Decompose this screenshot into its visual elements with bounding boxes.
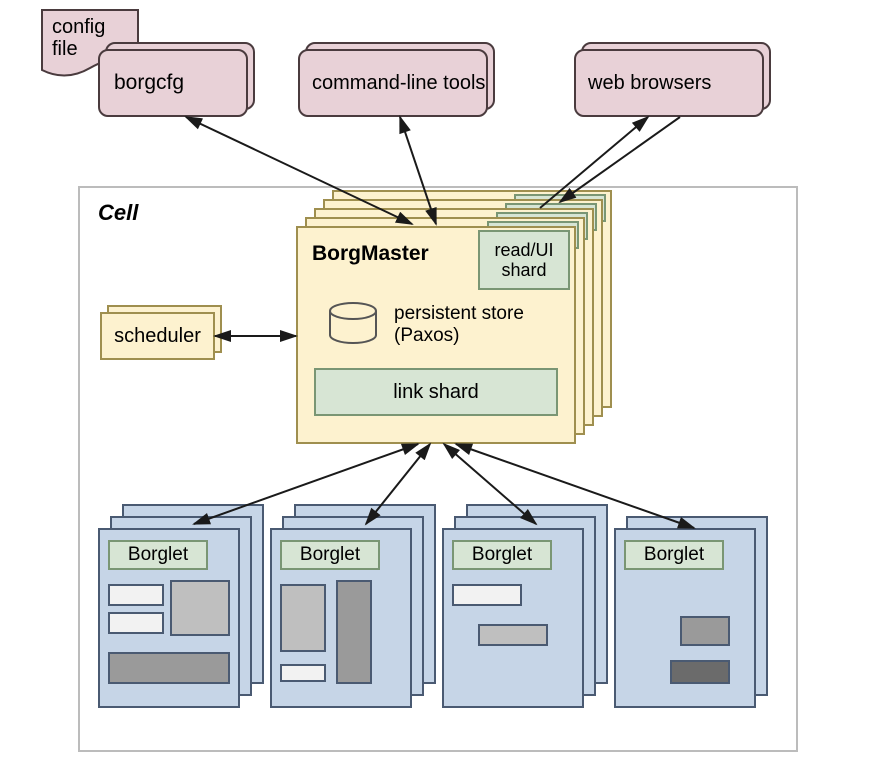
link-shard-label: link shard bbox=[393, 381, 479, 404]
borglet-inner-rect bbox=[280, 584, 326, 652]
persistent-store-cylinder-icon bbox=[328, 303, 378, 347]
borglet-inner-rect bbox=[108, 652, 230, 684]
config-file-label: config file bbox=[52, 16, 105, 60]
scheduler-node: scheduler bbox=[100, 312, 215, 360]
web-browsers-node: web browsers bbox=[574, 49, 764, 117]
diagram-canvas: Cell config file borgcfg command-line to… bbox=[0, 0, 870, 772]
web-browsers-label: web browsers bbox=[588, 72, 711, 95]
scheduler-label: scheduler bbox=[114, 325, 201, 348]
borglet-label-box: Borglet bbox=[280, 540, 380, 570]
borglet-inner-rect bbox=[452, 584, 522, 606]
borglet-inner-rect bbox=[478, 624, 548, 646]
borglet-label-box: Borglet bbox=[452, 540, 552, 570]
borglet-inner-rect bbox=[108, 612, 164, 634]
borglet-label-box: Borglet bbox=[108, 540, 208, 570]
persistent-store-label: persistent store (Paxos) bbox=[394, 303, 524, 347]
borgcfg-label: borgcfg bbox=[114, 71, 184, 95]
borglet-inner-rect bbox=[336, 580, 372, 684]
read-ui-shard-node: read/UI shard bbox=[478, 230, 570, 290]
borgcfg-node: borgcfg bbox=[98, 49, 248, 117]
borglet-inner-rect bbox=[680, 616, 730, 646]
borglet-label-box: Borglet bbox=[624, 540, 724, 570]
borglet-inner-rect bbox=[170, 580, 230, 636]
borgmaster-label: BorgMaster bbox=[312, 242, 429, 266]
link-shard-node: link shard bbox=[314, 368, 558, 416]
cli-tools-label: command-line tools bbox=[312, 72, 485, 94]
borglet-inner-rect bbox=[108, 584, 164, 606]
cell-label: Cell bbox=[98, 200, 138, 226]
read-ui-shard-label: read/UI shard bbox=[480, 240, 568, 280]
borglet-inner-rect bbox=[670, 660, 730, 684]
cli-tools-node: command-line tools bbox=[298, 49, 488, 117]
borglet-inner-rect bbox=[280, 664, 326, 682]
